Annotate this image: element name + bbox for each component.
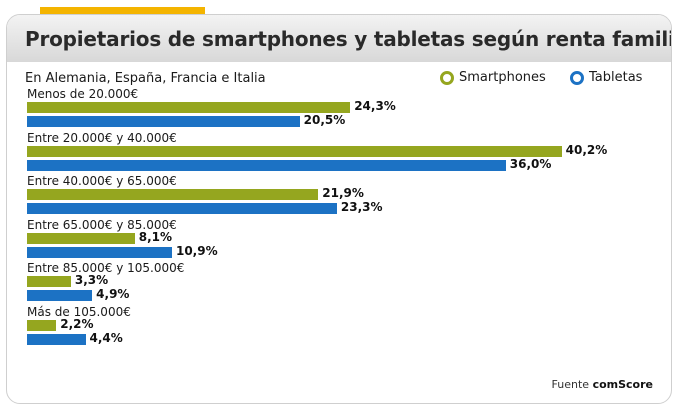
source-label: Fuente (551, 378, 590, 391)
tabletas-bar (27, 290, 93, 301)
smartphones-bar (27, 232, 135, 244)
tabletas-bar (27, 203, 337, 214)
smartphones-bar (27, 145, 562, 157)
smartphones-value-label: 2,2% (60, 316, 94, 331)
category-label: Menos de 20.000€ (27, 87, 139, 101)
chart-card: Propietarios de smartphones y tabletas s… (6, 14, 672, 404)
smartphones-value-label: 3,3% (74, 273, 109, 287)
tabletas-bar (27, 159, 506, 171)
chart-subtitle: En Alemania, España, Francia e Italia (25, 71, 266, 86)
category-label: Más de 105.000€ (27, 304, 131, 319)
smartphones-bar (27, 319, 57, 331)
tabletas-bar (27, 333, 86, 345)
category-label: Entre 20.000€ y 40.000€ (27, 130, 177, 145)
legend-item-tabletas: Tabletas (570, 70, 642, 85)
chart-header: Propietarios de smartphones y tabletas s… (7, 15, 671, 62)
smartphones-value-label: 21,9% (322, 186, 364, 200)
smartphones-bar (27, 189, 319, 200)
legend-label-tabletas: Tabletas (589, 70, 643, 85)
category-label: Entre 40.000€ y 65.000€ (27, 174, 177, 188)
legend-item-smartphones: Smartphones (440, 70, 546, 85)
tabletas-value-label: 4,9% (96, 287, 130, 301)
smartphones-value-label: 40,2% (565, 142, 608, 157)
smartphones-legend-marker (440, 70, 454, 85)
smartphones-value-label: 24,3% (354, 99, 396, 113)
tabletas-value-label: 4,4% (89, 330, 123, 345)
chart-title: Propietarios de smartphones y tabletas s… (25, 27, 672, 51)
category-label: Entre 85.000€ y 105.000€ (27, 261, 185, 275)
smartphones-value-label: 8,1% (138, 229, 172, 244)
tabletas-bar (27, 246, 172, 258)
tabletas-value-label: 20,5% (303, 113, 346, 127)
category-label: Entre 65.000€ y 85.000€ (27, 217, 177, 232)
source-name: comScore (592, 378, 653, 391)
smartphones-bar (27, 276, 71, 287)
tabletas-value-label: 23,3% (340, 200, 383, 214)
source-note: Fuente comScore (552, 378, 653, 391)
tabletas-value-label: 36,0% (509, 156, 552, 171)
legend-label-smartphones: Smartphones (459, 70, 546, 85)
tabletas-legend-marker (570, 70, 584, 85)
smartphones-bar (27, 102, 351, 113)
tabletas-value-label: 10,9% (175, 243, 218, 258)
tabletas-bar (27, 116, 300, 127)
